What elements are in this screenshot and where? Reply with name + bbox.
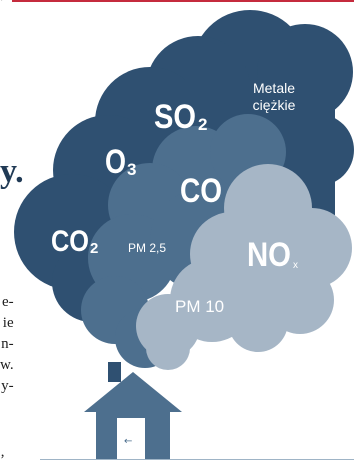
article-fragment-heading-end: y. xyxy=(0,153,24,190)
label-metale-line2: ciężkie xyxy=(253,97,296,113)
label-pm25: PM 2,5 xyxy=(128,241,166,255)
article-line-5: y- xyxy=(1,378,14,394)
chimney xyxy=(108,362,121,382)
article-line-3: n- xyxy=(1,336,14,352)
light-cloud xyxy=(136,164,352,370)
label-o3-subscript: 3 xyxy=(127,160,136,179)
top-accent-rule xyxy=(12,0,354,2)
label-o3: O xyxy=(105,143,126,181)
article-line-4: w. xyxy=(0,357,14,373)
label-metale-line1: Metale xyxy=(253,80,295,96)
label-nox: NO xyxy=(247,236,291,274)
label-nox-subscript: x xyxy=(293,260,298,271)
label-co: CO xyxy=(180,172,222,210)
article-line-1: e- xyxy=(1,294,14,310)
article-fragment-bottom: ’ xyxy=(0,452,5,468)
label-so2-subscript: 2 xyxy=(198,115,207,134)
label-co2-subscript: 2 xyxy=(90,240,98,257)
article-fragment-lines: e- ie n- w. y- xyxy=(0,292,14,397)
article-fragment-top: ’ xyxy=(0,0,5,10)
door-arrow-icon: ← xyxy=(124,436,132,447)
smog-pollution-diagram: ← Metale ciężkie SO 2 O 3 CO CO 2 PM 2,5… xyxy=(14,10,354,460)
bottom-rule xyxy=(40,459,354,460)
label-pm10: PM 10 xyxy=(175,297,224,316)
label-so2: SO xyxy=(154,98,196,136)
article-line-2: ie xyxy=(2,315,14,331)
house-door xyxy=(117,418,145,460)
label-co2: CO xyxy=(51,225,89,258)
